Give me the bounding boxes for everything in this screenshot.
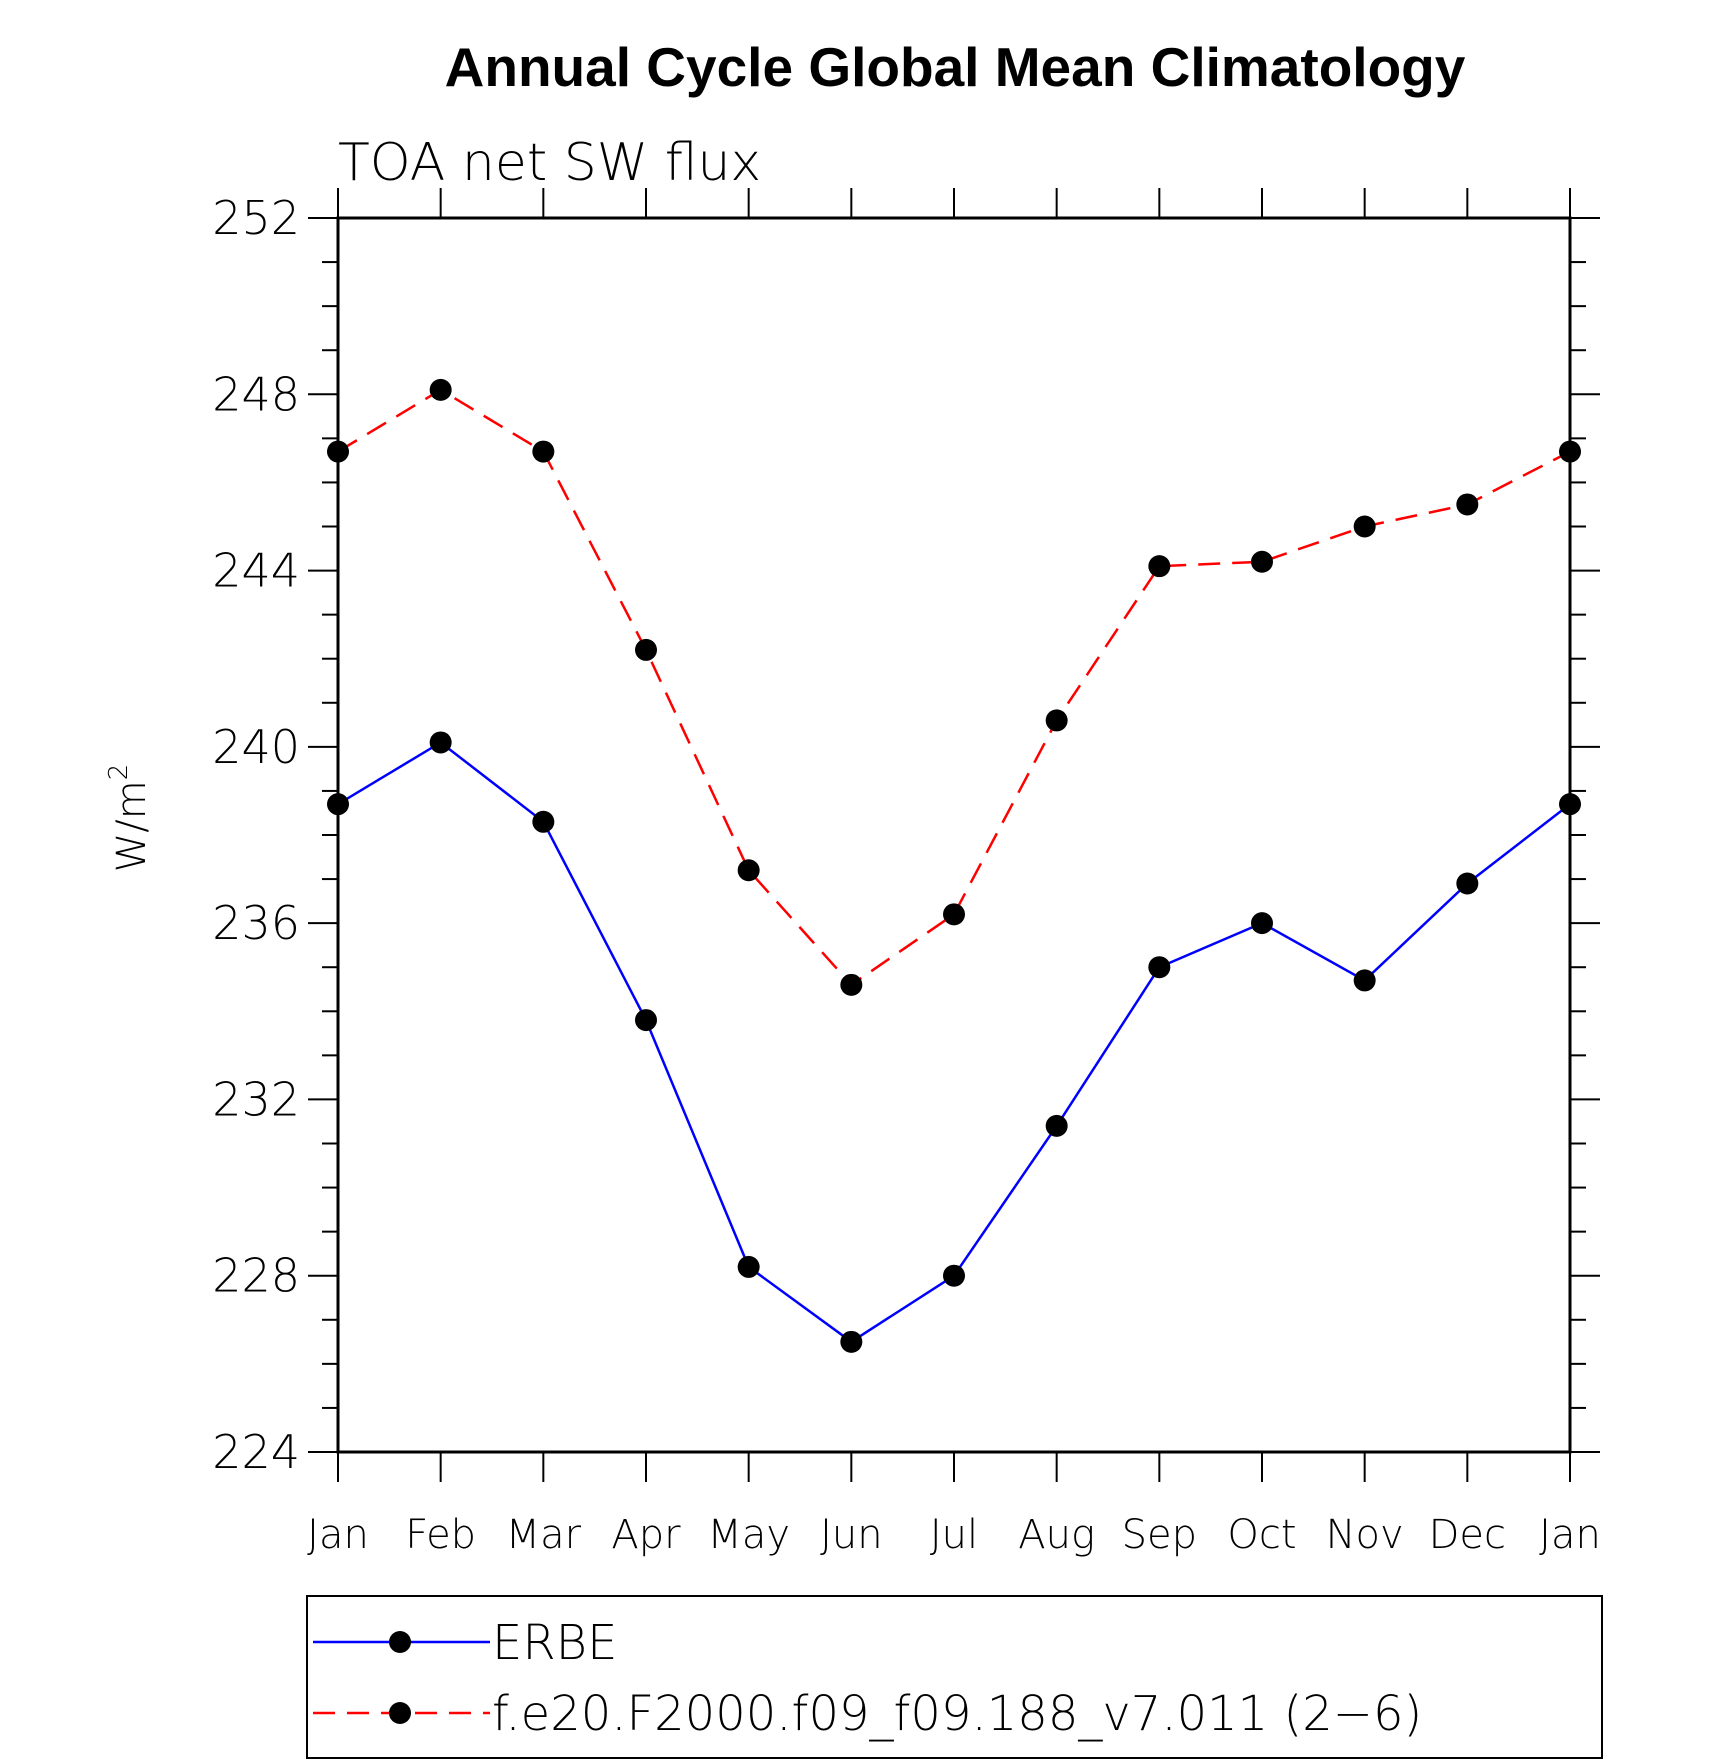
axes: 224 228 232 236 240 244 248 252 Jan Feb Mar Apr May J… [212,188,1601,1558]
x-tick-label: Apr [611,1512,681,1558]
legend: ERBE f.e20.F2000.f09_f09.188_v7.011 (2−6) [313,1615,1422,1742]
data-point [429,378,452,401]
chart-title: Annual Cycle Global Mean Climatology [445,36,1466,98]
data-point [1353,515,1376,538]
x-tick-label: Jul [930,1512,978,1558]
data-point [1148,555,1171,578]
legend-marker [389,1702,411,1724]
data-point [429,731,452,754]
data-point [1456,493,1479,516]
data-point [1559,793,1581,816]
data-point [1353,969,1376,992]
data-point [327,793,349,816]
series-line [337,388,1571,987]
series-1 [327,731,1581,1353]
y-tick-label: 224 [212,1425,300,1479]
y-tick-label: 248 [212,367,300,421]
x-tick-label: Aug [1018,1512,1095,1558]
x-tick-label: Mar [506,1512,582,1558]
data-point [1456,872,1479,895]
y-tick-label: 232 [212,1072,300,1126]
data-point [635,638,657,661]
data-point [737,859,760,882]
y-tick-label: 240 [212,720,300,774]
data-point [1559,440,1581,463]
data-point [327,440,349,463]
legend-entry-2: f.e20.F2000.f09_f09.188_v7.011 (2−6) [313,1686,1422,1742]
data-point [1045,709,1068,732]
data-point [840,973,863,996]
data-point [1251,912,1273,935]
legend-label: ERBE [492,1615,617,1671]
series-2 [327,378,1581,996]
legend-marker [389,1631,411,1653]
series-group [327,378,1581,1353]
data-point [737,1255,760,1278]
data-point [840,1330,863,1353]
series-line [337,740,1571,1344]
legend-label: f.e20.F2000.f09_f09.188_v7.011 (2−6) [492,1686,1422,1742]
y-tick-label: 228 [212,1249,300,1303]
x-tick-label: Jun [820,1512,883,1558]
chart-subtitle: TOA net SW flux [338,133,761,193]
y-tick-label: 236 [212,896,300,950]
x-tick-label: Feb [405,1512,476,1558]
data-point [1251,550,1273,573]
x-tick-label: Sep [1122,1512,1197,1558]
y-axis-label-superscript: 2 [104,764,134,781]
legend-box [306,1595,1603,1759]
data-point [1148,956,1171,979]
data-point [1045,1114,1068,1137]
x-tick-label: Nov [1326,1512,1404,1558]
y-axis-label-text: W/m [109,780,155,872]
data-point [532,810,555,833]
x-tick-label: May [707,1512,790,1558]
data-point [635,1009,657,1032]
x-tick-label: Oct [1227,1512,1296,1558]
x-tick-label: Jan [307,1512,369,1558]
y-axis-label: W/m2 [104,764,155,873]
y-tick-label: 244 [212,544,300,598]
data-point [943,1264,965,1287]
data-point [943,903,965,926]
y-tick-label: 252 [212,191,300,245]
data-point [532,440,555,463]
legend-entry-1: ERBE [313,1615,617,1671]
x-tick-label: Jan [1539,1512,1601,1558]
svg-text:W/m2: W/m2 [104,764,155,873]
x-tick-label: Dec [1429,1512,1506,1558]
